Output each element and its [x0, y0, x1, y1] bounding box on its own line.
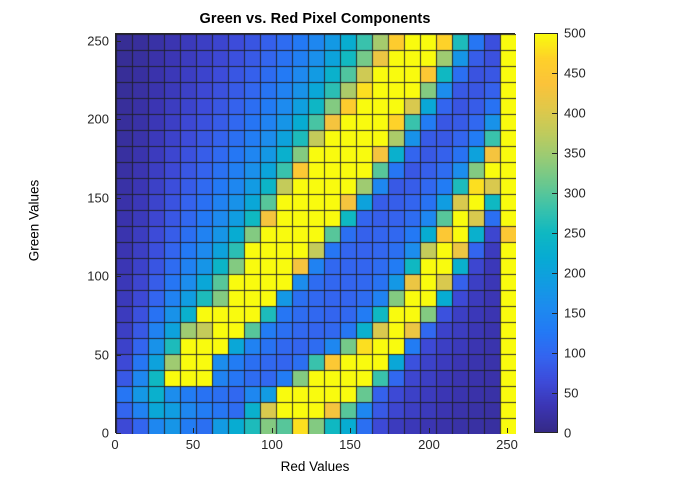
colorbar-tick-label: 0 [564, 425, 572, 441]
x-tick-label: 50 [185, 437, 201, 452]
colorbar-tick-mark [552, 233, 557, 234]
x-tick-label: 250 [496, 437, 518, 452]
x-axis-label: Red Values [280, 459, 350, 474]
y-tick-mark [116, 198, 121, 199]
heatmap-plot-area[interactable] [115, 33, 516, 434]
y-tick-label: 250 [87, 33, 109, 49]
y-tick-mark [116, 41, 121, 42]
colorbar-tick-mark [552, 393, 557, 394]
y-tick-label: 0 [101, 425, 109, 441]
colorbar-tick-label: 50 [564, 385, 579, 401]
y-axis-label: Green Values [26, 179, 42, 262]
x-tick-label: 150 [339, 437, 361, 452]
colorbar-tick-label: 150 [564, 305, 586, 321]
colorbar-tick-mark [552, 113, 557, 114]
x-tick-mark [350, 428, 351, 433]
colorbar[interactable] [534, 33, 558, 433]
colorbar-tick-label: 100 [564, 345, 586, 361]
colorbar-tick-mark [552, 353, 557, 354]
colorbar-tick-label: 200 [564, 265, 586, 281]
x-tick-mark [507, 428, 508, 433]
y-tick-mark [116, 355, 121, 356]
x-tick-mark [272, 428, 273, 433]
colorbar-tick-label: 250 [564, 225, 586, 241]
colorbar-tick-mark [552, 193, 557, 194]
y-tick-mark [116, 433, 121, 434]
x-tick-mark [429, 428, 430, 433]
colorbar-tick-label: 300 [564, 185, 586, 201]
colorbar-tick-mark [552, 73, 557, 74]
colorbar-tick-label: 450 [564, 65, 586, 81]
colorbar-gradient [534, 33, 558, 433]
x-tick-label: 200 [418, 437, 440, 452]
colorbar-tick-label: 400 [564, 105, 586, 121]
colorbar-tick-mark [552, 313, 557, 314]
y-tick-mark [116, 276, 121, 277]
y-tick-mark [116, 119, 121, 120]
x-tick-mark [193, 428, 194, 433]
colorbar-tick-mark [552, 153, 557, 154]
colorbar-tick-mark [552, 273, 557, 274]
x-tick-label: 100 [261, 437, 283, 452]
x-tick-mark [115, 428, 116, 433]
colorbar-canvas [535, 34, 557, 432]
colorbar-tick-label: 350 [564, 145, 586, 161]
y-tick-label: 200 [87, 111, 109, 127]
heatmap-image [116, 34, 516, 434]
colorbar-tick-label: 500 [564, 25, 586, 41]
y-tick-label: 50 [94, 347, 109, 363]
x-tick-label: 0 [111, 437, 119, 452]
y-tick-label: 150 [87, 190, 109, 206]
y-tick-label: 100 [87, 268, 109, 284]
chart-title: Green vs. Red Pixel Components [199, 11, 431, 27]
